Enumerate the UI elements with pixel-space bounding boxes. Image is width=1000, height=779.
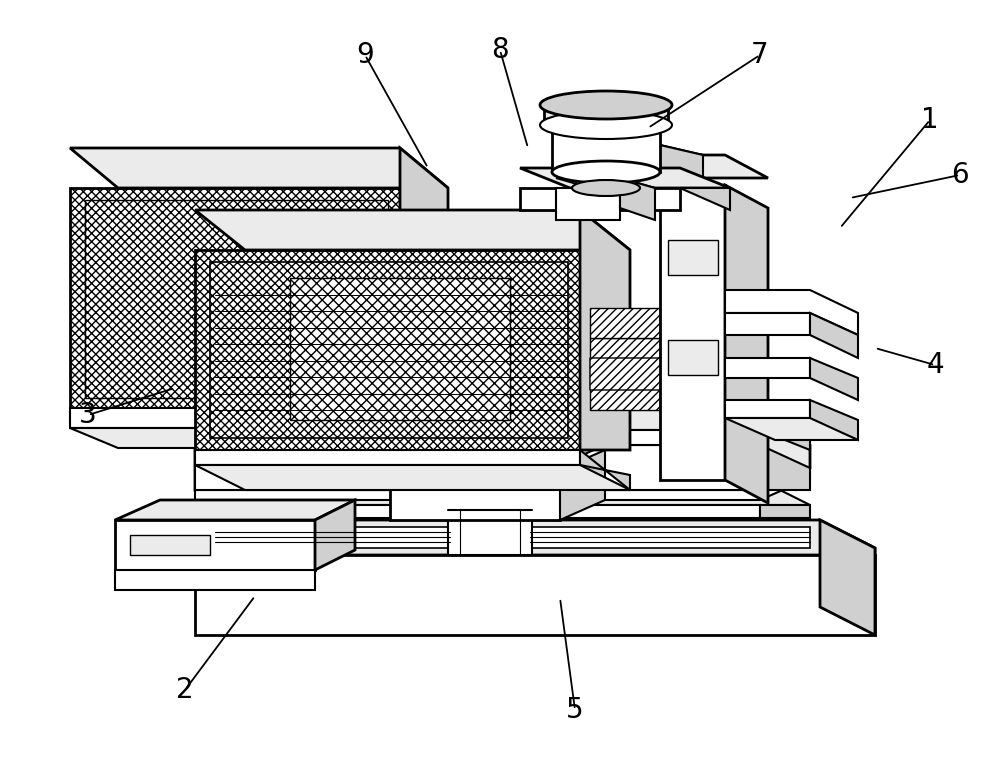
Text: 2: 2	[176, 676, 194, 704]
Ellipse shape	[572, 180, 640, 196]
Polygon shape	[115, 570, 315, 590]
Circle shape	[450, 308, 470, 328]
Polygon shape	[400, 148, 448, 408]
Polygon shape	[130, 535, 210, 555]
Text: 3: 3	[79, 401, 97, 429]
Ellipse shape	[552, 114, 660, 136]
Polygon shape	[725, 313, 810, 335]
Polygon shape	[195, 450, 580, 465]
Polygon shape	[70, 408, 400, 428]
Polygon shape	[195, 250, 580, 450]
Polygon shape	[115, 500, 355, 520]
Polygon shape	[440, 265, 500, 278]
Polygon shape	[810, 313, 858, 358]
Polygon shape	[725, 358, 810, 378]
Polygon shape	[70, 428, 448, 448]
Polygon shape	[400, 408, 448, 448]
Text: 5: 5	[566, 696, 584, 724]
Polygon shape	[315, 500, 355, 570]
Ellipse shape	[552, 161, 660, 183]
Polygon shape	[760, 505, 810, 518]
Ellipse shape	[540, 111, 672, 139]
Polygon shape	[476, 265, 500, 310]
Polygon shape	[390, 470, 560, 520]
Polygon shape	[552, 125, 660, 172]
Polygon shape	[595, 155, 660, 185]
Ellipse shape	[540, 91, 672, 119]
Polygon shape	[544, 105, 668, 125]
Polygon shape	[725, 400, 810, 418]
Polygon shape	[620, 178, 655, 220]
Polygon shape	[70, 148, 448, 188]
Polygon shape	[820, 520, 875, 635]
Polygon shape	[725, 418, 858, 440]
Polygon shape	[195, 465, 630, 490]
Polygon shape	[195, 445, 760, 490]
Text: 9: 9	[356, 41, 374, 69]
Polygon shape	[310, 480, 810, 505]
Text: 7: 7	[751, 41, 769, 69]
Polygon shape	[448, 510, 532, 555]
Polygon shape	[195, 468, 810, 500]
Polygon shape	[595, 145, 703, 155]
Polygon shape	[668, 240, 718, 275]
Polygon shape	[520, 168, 730, 188]
Polygon shape	[725, 290, 858, 335]
Polygon shape	[520, 188, 680, 210]
Polygon shape	[660, 155, 768, 178]
Polygon shape	[668, 340, 718, 375]
Polygon shape	[195, 210, 630, 250]
Polygon shape	[660, 185, 725, 480]
Polygon shape	[195, 520, 875, 555]
Polygon shape	[530, 527, 810, 548]
Polygon shape	[310, 410, 810, 430]
Polygon shape	[580, 450, 630, 490]
Polygon shape	[70, 188, 400, 408]
Polygon shape	[576, 172, 636, 188]
Polygon shape	[810, 400, 858, 440]
Text: 6: 6	[951, 161, 969, 189]
Polygon shape	[660, 145, 703, 185]
Polygon shape	[560, 450, 605, 520]
Polygon shape	[590, 308, 660, 338]
Polygon shape	[760, 445, 810, 490]
Polygon shape	[115, 520, 315, 570]
Polygon shape	[680, 188, 730, 210]
Polygon shape	[290, 278, 510, 420]
Polygon shape	[195, 420, 810, 490]
Polygon shape	[580, 210, 630, 450]
Polygon shape	[590, 358, 725, 410]
Polygon shape	[760, 430, 810, 450]
Polygon shape	[390, 445, 605, 465]
Polygon shape	[556, 178, 655, 188]
Text: 8: 8	[491, 36, 509, 64]
Text: 1: 1	[921, 106, 939, 134]
Polygon shape	[195, 555, 875, 635]
Polygon shape	[310, 505, 760, 518]
Polygon shape	[556, 188, 620, 220]
Polygon shape	[310, 430, 760, 445]
Polygon shape	[215, 527, 450, 548]
Text: 4: 4	[926, 351, 944, 379]
Polygon shape	[590, 338, 660, 410]
Polygon shape	[725, 185, 768, 503]
Polygon shape	[440, 278, 476, 310]
Polygon shape	[810, 358, 858, 400]
